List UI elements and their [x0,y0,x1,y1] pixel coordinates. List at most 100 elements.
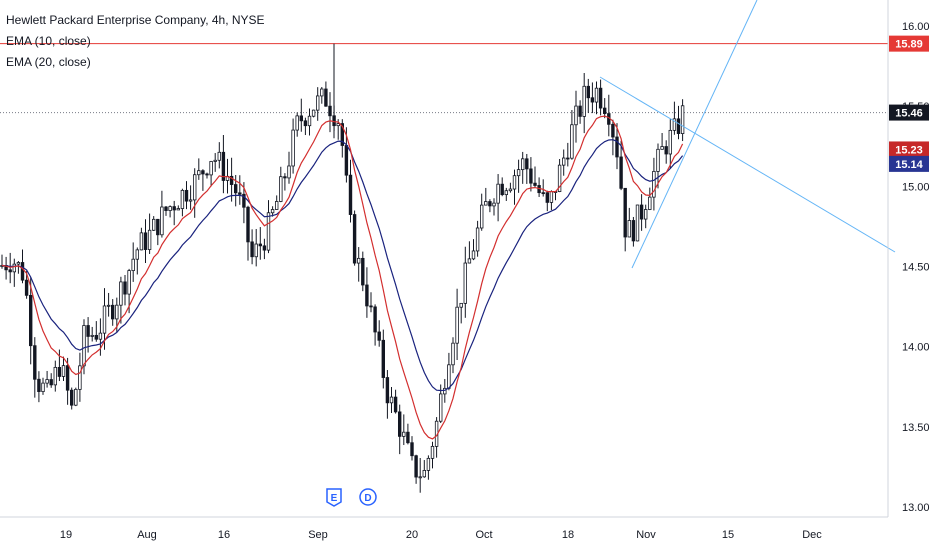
candle-body[interactable] [98,332,103,340]
candle-body[interactable] [639,204,644,220]
candle-body[interactable] [213,159,217,162]
candle-body[interactable] [258,243,262,247]
candle-body[interactable] [82,325,86,367]
candle-body[interactable] [664,146,668,155]
candle-body[interactable] [369,305,373,308]
candle-body[interactable] [78,365,82,390]
candle-body[interactable] [233,184,238,194]
candle-body[interactable] [65,365,70,391]
candle-body[interactable] [197,170,201,176]
candle-body[interactable] [192,174,197,201]
candle-body[interactable] [652,170,656,198]
candle-body[interactable] [680,105,685,134]
candle-body[interactable] [37,378,41,392]
candle-body[interactable] [365,284,369,307]
candle-body[interactable] [344,145,349,176]
candle-body[interactable] [455,306,459,344]
candle-body[interactable] [549,191,554,203]
candle-body[interactable] [94,334,98,340]
candle-body[interactable] [279,176,283,202]
candle-body[interactable] [49,379,53,386]
candle-body[interactable] [188,199,193,202]
candle-body[interactable] [562,157,566,166]
candle-body[interactable] [512,175,517,190]
candle-body[interactable] [311,109,316,117]
candle-body[interactable] [414,455,418,478]
candle-body[interactable] [389,396,394,404]
candle-body[interactable] [418,476,422,479]
candle-body[interactable] [631,220,636,242]
candle-body[interactable] [242,193,246,208]
candle-body[interactable] [521,158,525,171]
candle-body[interactable] [656,148,660,172]
candle-body[interactable] [393,396,398,413]
candle-body[interactable] [320,88,324,97]
candle-body[interactable] [451,342,455,366]
candle-body[interactable] [143,232,148,250]
candle-body[interactable] [438,393,443,422]
candle-body[interactable] [41,382,45,392]
candle-body[interactable] [533,182,537,186]
candle-body[interactable] [676,118,681,134]
candle-body[interactable] [541,192,545,195]
candle-body[interactable] [106,304,111,307]
candle-body[interactable] [274,201,279,210]
candle-body[interactable] [45,379,49,384]
candle-body[interactable] [164,206,168,211]
candle-body[interactable] [484,201,488,206]
candle-body[interactable] [172,206,176,211]
candle-body[interactable] [131,258,135,272]
candle-body[interactable] [529,168,533,184]
candle-body[interactable] [471,250,476,260]
candle-body[interactable] [672,118,677,131]
ema20-line[interactable] [1,139,684,392]
candle-body[interactable] [160,206,164,236]
candle-body[interactable] [467,258,472,264]
candle-body[interactable] [283,176,287,179]
candle-body[interactable] [500,183,504,196]
candle-body[interactable] [459,302,463,308]
candle-body[interactable] [422,470,426,478]
candle-body[interactable] [250,241,254,258]
candle-body[interactable] [566,157,570,160]
candle-body[interactable] [33,345,37,380]
ema10-line[interactable] [1,115,684,440]
candle-body[interactable] [623,187,627,238]
candle-body[interactable] [356,257,361,264]
candle-body[interactable] [611,123,615,138]
candle-body[interactable] [238,192,242,195]
candle-body[interactable] [127,270,131,295]
candle-body[interactable] [176,208,180,211]
candle-body[interactable] [336,123,340,127]
candle-body[interactable] [488,201,492,207]
candle-body[interactable] [8,269,12,273]
candle-body[interactable] [266,212,271,251]
candle-body[interactable] [348,174,353,215]
dividend-marker-icon[interactable] [359,488,377,506]
candle-body[interactable] [598,87,603,109]
candle-body[interactable] [90,334,94,337]
candle-body[interactable] [578,105,582,117]
candle-body[interactable] [57,366,62,377]
candle-body[interactable] [262,245,267,251]
candle-body[interactable] [373,306,377,333]
candle-body[interactable] [180,189,185,209]
candle-body[interactable] [168,206,172,211]
candle-body[interactable] [270,209,275,214]
candle-body[interactable] [217,151,221,161]
candle-body[interactable] [246,206,250,243]
candle-body[interactable] [20,262,25,281]
candle-body[interactable] [361,257,365,286]
candle-body[interactable] [115,304,119,320]
candle-body[interactable] [201,170,205,175]
candle-body[interactable] [111,304,115,320]
candle-body[interactable] [545,192,549,203]
candle-body[interactable] [156,218,160,236]
candle-body[interactable] [406,431,410,444]
descending-trendline[interactable] [599,76,896,253]
candle-body[interactable] [615,136,619,158]
candle-body[interactable] [627,220,631,238]
candle-body[interactable] [221,151,226,181]
candle-body[interactable] [70,389,74,406]
